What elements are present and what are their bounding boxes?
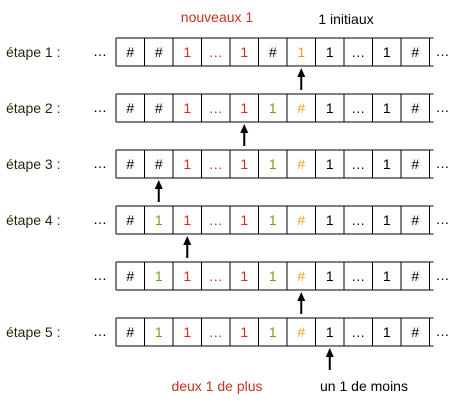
tape-cell-symbol: 1 xyxy=(326,324,334,340)
tape-cell-symbol: 1 xyxy=(155,212,163,228)
tape-cell-symbol: 1 xyxy=(183,212,191,228)
tape-cell-symbol: # xyxy=(126,44,134,60)
tape-left-ellipsis: … xyxy=(93,267,107,283)
tape-cell-symbol: # xyxy=(297,100,305,116)
tape-left-ellipsis: … xyxy=(93,211,107,227)
tape-cell-symbol: 1 xyxy=(383,100,391,116)
tape-left-ellipsis: … xyxy=(93,99,107,115)
tape-cell-symbol: 1 xyxy=(240,268,248,284)
tape-cell-symbol: 1 xyxy=(326,212,334,228)
tape-cell-symbol: 1 xyxy=(240,212,248,228)
tape-cell-symbol: … xyxy=(209,156,223,172)
tape-cell-symbol: 1 xyxy=(183,268,191,284)
tape-cell-symbol: # xyxy=(411,44,419,60)
tape-cell-symbol: 1 xyxy=(269,100,277,116)
tape-cell-symbol: … xyxy=(209,268,223,284)
tape-cell-symbol: 1 xyxy=(269,156,277,172)
tape-cell-symbol: … xyxy=(351,156,365,172)
head-arrow-icon xyxy=(297,68,306,77)
tape-cell-symbol: # xyxy=(155,44,163,60)
step-label: étape 1 : xyxy=(6,44,61,60)
tape-cell-symbol: # xyxy=(126,212,134,228)
tape-cell-symbol: 1 xyxy=(326,100,334,116)
tape-cell-symbol: 1 xyxy=(269,268,277,284)
tape-cell-symbol: 1 xyxy=(240,44,248,60)
tape-cell-symbol: 1 xyxy=(183,324,191,340)
tape-cell-symbol: # xyxy=(411,268,419,284)
tape-cell-symbol: # xyxy=(411,156,419,172)
tape-left-ellipsis: … xyxy=(93,43,107,59)
step-label: étape 2 : xyxy=(6,100,61,116)
tape-cell-symbol: 1 xyxy=(155,324,163,340)
tape-left-ellipsis: … xyxy=(93,155,107,171)
tape-right-ellipsis: … xyxy=(436,267,450,283)
tape-cell-symbol: # xyxy=(411,212,419,228)
tape-cell-symbol: … xyxy=(351,268,365,284)
tape-cell-symbol: # xyxy=(126,100,134,116)
tape-cell-symbol: 1 xyxy=(155,268,163,284)
tape-cell-symbol: # xyxy=(269,44,277,60)
tape-cell-symbol: 1 xyxy=(383,156,391,172)
tape-cell-symbol: # xyxy=(126,156,134,172)
tape-cell-symbol: … xyxy=(351,44,365,60)
tape-cell-symbol: 1 xyxy=(183,100,191,116)
tape-cell-symbol: 1 xyxy=(183,44,191,60)
tape-cell-symbol: # xyxy=(126,324,134,340)
new-ones-label: nouveaux 1 xyxy=(181,9,254,25)
tape-cell-symbol: # xyxy=(297,268,305,284)
two-more-label: deux 1 de plus xyxy=(171,378,262,394)
tape-cell-symbol: … xyxy=(351,100,365,116)
tape-cell-symbol: 1 xyxy=(240,324,248,340)
step-label: étape 3 : xyxy=(6,156,61,172)
tape-cell-symbol: 1 xyxy=(240,156,248,172)
step-label: étape 5 : xyxy=(6,324,61,340)
tape-right-ellipsis: … xyxy=(436,211,450,227)
tape-cell-symbol: … xyxy=(209,324,223,340)
tape-cell-symbol: # xyxy=(297,324,305,340)
tape-cell-symbol: 1 xyxy=(326,156,334,172)
tape-cell-symbol: # xyxy=(411,324,419,340)
tape-cell-symbol: # xyxy=(297,156,305,172)
tape-left-ellipsis: … xyxy=(93,323,107,339)
tape-cell-symbol: # xyxy=(155,100,163,116)
head-arrow-icon xyxy=(154,180,163,189)
head-arrow-icon xyxy=(325,348,334,357)
head-arrow-icon xyxy=(183,236,192,245)
step-label: étape 4 : xyxy=(6,212,61,228)
tape-cell-symbol: 1 xyxy=(383,44,391,60)
tape-cell-symbol: # xyxy=(126,268,134,284)
tape-cell-symbol: # xyxy=(155,156,163,172)
tape-right-ellipsis: … xyxy=(436,323,450,339)
tape-cell-symbol: 1 xyxy=(326,44,334,60)
tape-cell-symbol: 1 xyxy=(326,268,334,284)
tape-cell-symbol: … xyxy=(209,212,223,228)
head-arrow-icon xyxy=(297,292,306,301)
tape-cell-symbol: 1 xyxy=(297,44,305,60)
initial-ones-label: 1 initiaux xyxy=(318,11,373,27)
tape-cell-symbol: 1 xyxy=(240,100,248,116)
head-arrow-icon xyxy=(240,124,249,133)
tape-cell-symbol: … xyxy=(351,212,365,228)
tape-right-ellipsis: … xyxy=(436,43,450,59)
tape-cell-symbol: 1 xyxy=(383,212,391,228)
tape-right-ellipsis: … xyxy=(436,155,450,171)
tape-cell-symbol: … xyxy=(209,44,223,60)
tape-cell-symbol: # xyxy=(411,100,419,116)
tape-cell-symbol: 1 xyxy=(383,324,391,340)
tape-cell-symbol: … xyxy=(351,324,365,340)
tape-cell-symbol: 1 xyxy=(269,324,277,340)
tape-right-ellipsis: … xyxy=(436,99,450,115)
tape-cell-symbol: # xyxy=(297,212,305,228)
tape-cell-symbol: … xyxy=(209,100,223,116)
tape-cell-symbol: 1 xyxy=(183,156,191,172)
tape-cell-symbol: 1 xyxy=(383,268,391,284)
tape-cell-symbol: 1 xyxy=(269,212,277,228)
one-less-label: un 1 de moins xyxy=(320,378,408,394)
